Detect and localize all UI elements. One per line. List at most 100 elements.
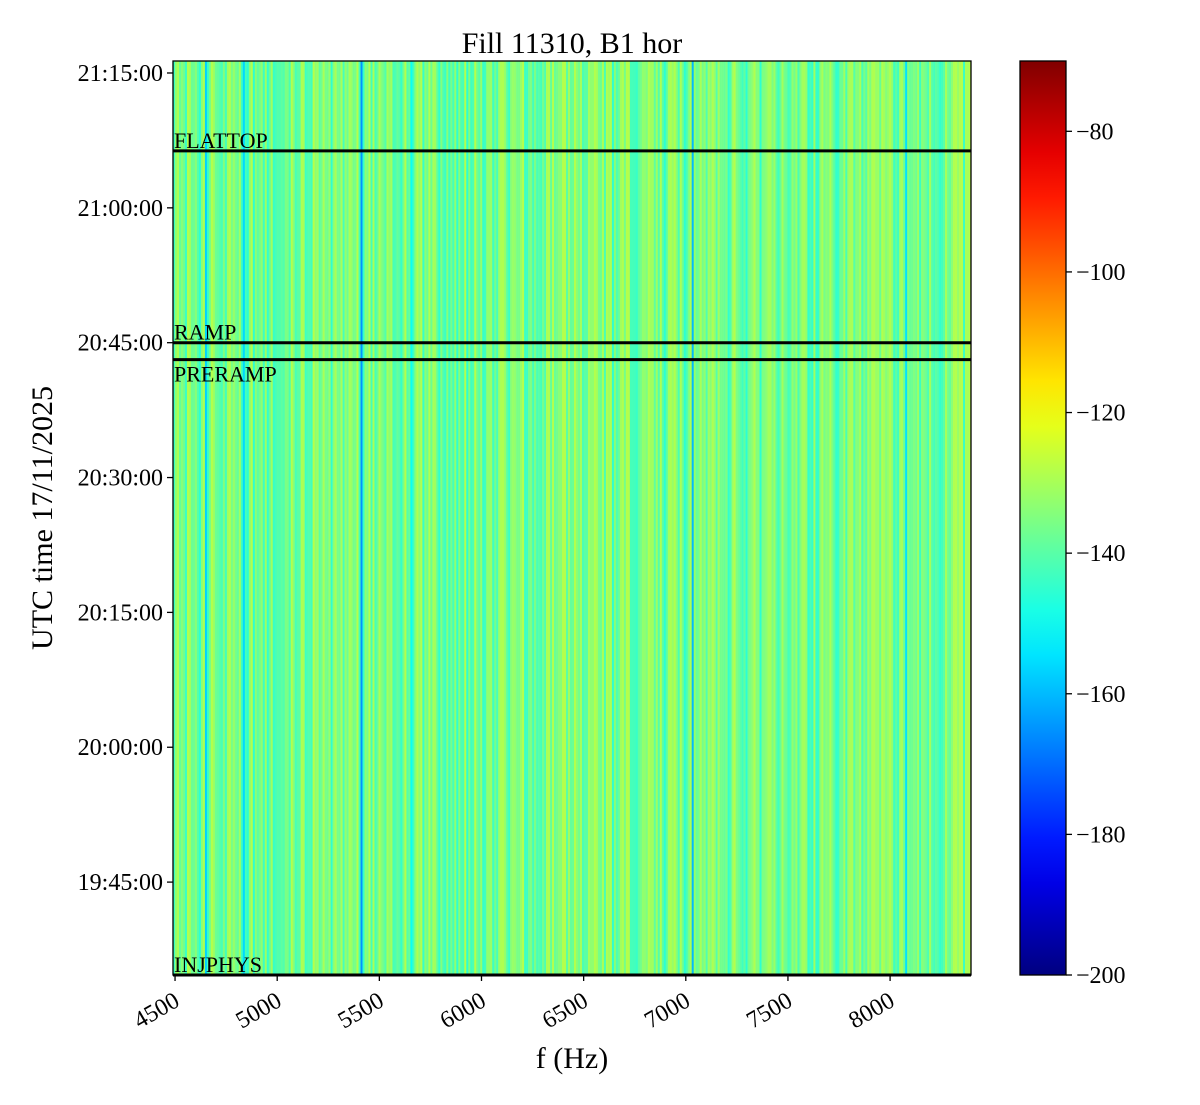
heatmap-cell (266, 61, 270, 975)
heatmap-cell (953, 61, 956, 975)
heatmap-cell (406, 61, 409, 975)
heatmap-cell (316, 61, 319, 975)
heatmap-cell (841, 61, 844, 975)
heatmap-cell (474, 61, 477, 975)
heatmap-cell (715, 61, 718, 975)
heatmap-cell (803, 61, 806, 975)
heatmap-cell (308, 61, 311, 975)
heatmap-cell (693, 61, 696, 975)
heatmap-cell (478, 61, 481, 975)
heatmap-cell (446, 61, 449, 975)
heatmap-cell (384, 61, 387, 975)
heatmap-cell (402, 61, 405, 975)
heatmap-cell (372, 61, 375, 975)
heatmap-cell (725, 61, 728, 975)
heatmap-cell (671, 61, 675, 975)
heatmap-cell (831, 61, 834, 975)
heatmap-cell (280, 61, 284, 975)
y-axis-label: UTC time 17/11/2025 (26, 386, 59, 650)
heatmap-cell (681, 61, 685, 975)
heatmap-cell (306, 61, 309, 975)
heatmap-cell (703, 61, 706, 975)
heatmap-cell (386, 61, 389, 975)
heatmap-cell (735, 61, 738, 975)
heatmap-cell (931, 61, 934, 975)
heatmap-cell (334, 61, 337, 975)
heatmap-cell (424, 61, 427, 975)
heatmap-cell (761, 61, 764, 975)
heatmap-cell (871, 61, 874, 975)
heatmap-cell (785, 61, 788, 975)
heatmap-cell (597, 61, 601, 975)
heatmap-cell (500, 61, 503, 975)
heatmap-cell (673, 61, 677, 975)
heatmap-cell (466, 61, 469, 975)
heatmap-cell (711, 61, 714, 975)
heatmap-cell (863, 61, 866, 975)
heatmap-cell (442, 61, 445, 975)
heatmap-cell (845, 61, 848, 975)
heatmap-cell (663, 61, 667, 975)
heatmap-cell (558, 61, 561, 975)
heatmap-cell (176, 61, 180, 975)
heatmap-cell (178, 61, 182, 975)
heatmap-cell (961, 61, 964, 975)
colorbar-ticks: −80 −100 −120 −140 −160 −180 −200 (1066, 119, 1126, 989)
heatmap-cell (560, 61, 563, 975)
heatmap-cell (723, 61, 726, 975)
heatmap-cell (583, 61, 587, 975)
heatmap-cell (464, 61, 467, 975)
heatmap-cell (490, 61, 493, 975)
heatmap-cell (562, 61, 565, 975)
heatmap-cell (508, 61, 511, 975)
heatmap-cell (354, 61, 357, 975)
heatmap-cell (939, 61, 942, 975)
heatmap-cell (627, 61, 631, 975)
heatmap-cell (188, 61, 192, 975)
heatmap-cell (302, 61, 305, 975)
heatmap-cell (817, 61, 820, 975)
heatmap-cell (388, 61, 391, 975)
heatmap-cell (238, 61, 242, 975)
heatmap-cell (847, 61, 850, 975)
heatmap-cell (755, 61, 758, 975)
heatmap-cell (855, 61, 858, 975)
heatmap-cell (510, 61, 513, 975)
heatmap-cell (959, 61, 962, 975)
heatmap-cell (456, 61, 459, 975)
heatmap-cell (288, 61, 292, 975)
heatmap-cell (893, 61, 896, 975)
heatmap-cell (300, 61, 303, 975)
heatmap-cell (907, 61, 910, 975)
heatmap-cell (919, 61, 922, 975)
heatmap-cell (310, 61, 313, 975)
heatmap-cell (601, 61, 605, 975)
x-tick-label: 5000 (232, 988, 287, 1035)
heatmap-cell (799, 61, 802, 975)
heatmap-cell (370, 61, 373, 975)
heatmap-cell (857, 61, 860, 975)
heatmap-cell (649, 61, 653, 975)
heatmap-cell (444, 61, 447, 975)
heatmap-cell (759, 61, 762, 975)
heatmap-cell (514, 61, 517, 975)
heatmap-cell (757, 61, 760, 975)
y-tick-label: 21:00:00 (78, 196, 163, 222)
heatmap-cell (743, 61, 746, 975)
heatmap-cell (963, 61, 966, 975)
heatmap-cell (436, 61, 439, 975)
heatmap-cell (492, 61, 495, 975)
x-tick-label: 5500 (334, 988, 389, 1035)
heatmap-cell (422, 61, 425, 975)
heatmap-cell (496, 61, 499, 975)
heatmap-cell (869, 61, 872, 975)
heatmap-cell (877, 61, 880, 975)
heatmap-cell (532, 61, 535, 975)
heatmap-cell (530, 61, 533, 975)
heatmap-cell (408, 61, 411, 975)
heatmap-cell (186, 61, 190, 975)
heatmap-cell (414, 61, 417, 975)
heatmap-cell (234, 61, 238, 975)
heatmap-cell (278, 61, 282, 975)
